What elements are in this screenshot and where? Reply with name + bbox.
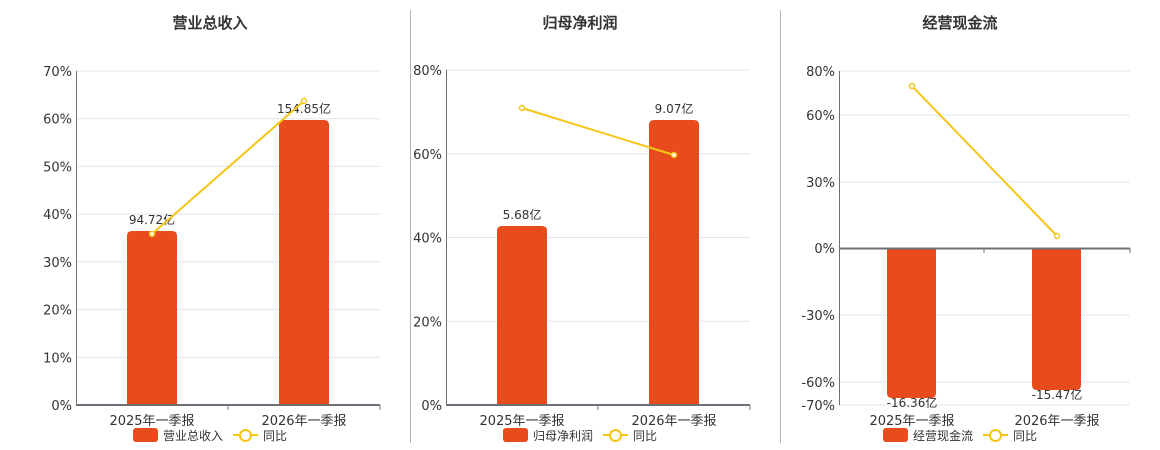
legend: 经营现金流 同比 <box>883 427 1037 443</box>
svg-text:30%: 30% <box>43 256 72 271</box>
legend-bar-swatch-icon[interactable] <box>503 428 528 442</box>
x-axis-label: 2025年一季报 <box>479 414 564 429</box>
x-axis-label: 2026年一季报 <box>631 414 716 429</box>
yoy-point[interactable] <box>518 104 526 112</box>
x-axis-label: 2026年一季报 <box>1014 414 1099 429</box>
legend-bar-label[interactable]: 营业总收入 <box>163 428 224 443</box>
yoy-point[interactable] <box>300 97 308 105</box>
grid-lines <box>446 69 750 322</box>
svg-text:30%: 30% <box>806 176 835 191</box>
legend-line-label[interactable]: 同比 <box>633 428 658 443</box>
yoy-point[interactable] <box>148 230 156 238</box>
legend-bar-label[interactable]: 归母净利润 <box>533 428 594 443</box>
bar-2026[interactable] <box>1032 248 1081 390</box>
legend-line-label[interactable]: 同比 <box>263 428 288 443</box>
legend-bar-swatch-icon[interactable] <box>883 428 908 442</box>
svg-text:20%: 20% <box>413 315 442 330</box>
legend-line-circle-icon[interactable] <box>983 428 1009 442</box>
chart-operating-cash-flow: 经营现金流 80% 60% 30% 0% -30% -60% -70% -16.… <box>760 0 1160 450</box>
y-axis-labels: 80% 60% 40% 20% 0% <box>413 64 442 414</box>
chart-revenue-plot: 70% 60% 50% 40% 30% 20% 10% 0% 94.72亿 15… <box>43 65 381 429</box>
svg-text:60%: 60% <box>806 109 835 124</box>
chart-title: 归母净利润 <box>542 14 618 32</box>
legend-line-label[interactable]: 同比 <box>1013 428 1038 443</box>
panel-divider <box>410 10 411 443</box>
bar-2026[interactable] <box>649 120 699 405</box>
svg-text:-30%: -30% <box>801 309 835 324</box>
legend-bar-swatch-icon[interactable] <box>133 428 158 442</box>
svg-text:50%: 50% <box>43 160 72 175</box>
chart-revenue: 营业总收入 70% 60% 50% 40% 30% 20% 10% 0% <box>0 0 400 450</box>
chart-title: 经营现金流 <box>922 14 998 32</box>
bar-value-label: -16.36亿 <box>887 395 938 410</box>
svg-text:0%: 0% <box>51 399 72 414</box>
svg-text:0%: 0% <box>814 242 835 257</box>
bar-value-label: 9.07亿 <box>655 101 694 116</box>
yoy-point[interactable] <box>670 151 678 159</box>
svg-text:60%: 60% <box>43 113 72 128</box>
bar-2026[interactable] <box>279 120 329 405</box>
grid-lines <box>76 70 380 358</box>
svg-text:0%: 0% <box>421 399 442 414</box>
svg-text:60%: 60% <box>413 148 442 163</box>
legend-line-circle-icon[interactable] <box>603 428 629 442</box>
x-axis-label: 2025年一季报 <box>109 414 194 429</box>
yoy-point[interactable] <box>1053 232 1061 240</box>
legend: 归母净利润 同比 <box>503 427 657 443</box>
legend-line-circle-icon[interactable] <box>233 428 259 442</box>
yoy-line <box>521 107 675 156</box>
chart-net-profit: 归母净利润 80% 60% 40% 20% 0% 5.68亿 9.07亿 202… <box>370 0 770 450</box>
bar-2025[interactable] <box>497 226 547 405</box>
bar-2025[interactable] <box>887 248 936 398</box>
svg-text:10%: 10% <box>43 351 72 366</box>
chart-net-profit-plot: 80% 60% 40% 20% 0% 5.68亿 9.07亿 2025年一季报 … <box>413 64 751 429</box>
panel-divider <box>780 10 781 443</box>
svg-text:-70%: -70% <box>801 399 835 414</box>
chart-cash-flow-plot: 80% 60% 30% 0% -30% -60% -70% -16.36亿 -1… <box>801 65 1131 429</box>
yoy-point[interactable] <box>908 82 916 90</box>
bar-value-label: 5.68亿 <box>503 207 542 222</box>
svg-text:40%: 40% <box>413 232 442 247</box>
y-axis-labels: 70% 60% 50% 40% 30% 20% 10% 0% <box>43 65 72 414</box>
bar-value-label: -15.47亿 <box>1032 387 1083 402</box>
legend: 营业总收入 同比 <box>133 427 287 443</box>
yoy-line <box>151 100 305 235</box>
legend-bar-label[interactable]: 经营现金流 <box>913 428 974 443</box>
grid-lines <box>839 70 1130 406</box>
svg-text:70%: 70% <box>43 65 72 80</box>
svg-text:-60%: -60% <box>801 376 835 391</box>
svg-text:40%: 40% <box>43 208 72 223</box>
chart-title: 营业总收入 <box>172 14 248 32</box>
svg-text:80%: 80% <box>806 65 835 80</box>
x-axis-label: 2025年一季报 <box>869 414 954 429</box>
y-axis-labels: 80% 60% 30% 0% -30% -60% -70% <box>801 65 835 414</box>
bar-2025[interactable] <box>127 231 177 405</box>
svg-text:20%: 20% <box>43 304 72 319</box>
x-axis-label: 2026年一季报 <box>261 414 346 429</box>
yoy-line <box>911 85 1058 237</box>
svg-text:80%: 80% <box>413 64 442 79</box>
